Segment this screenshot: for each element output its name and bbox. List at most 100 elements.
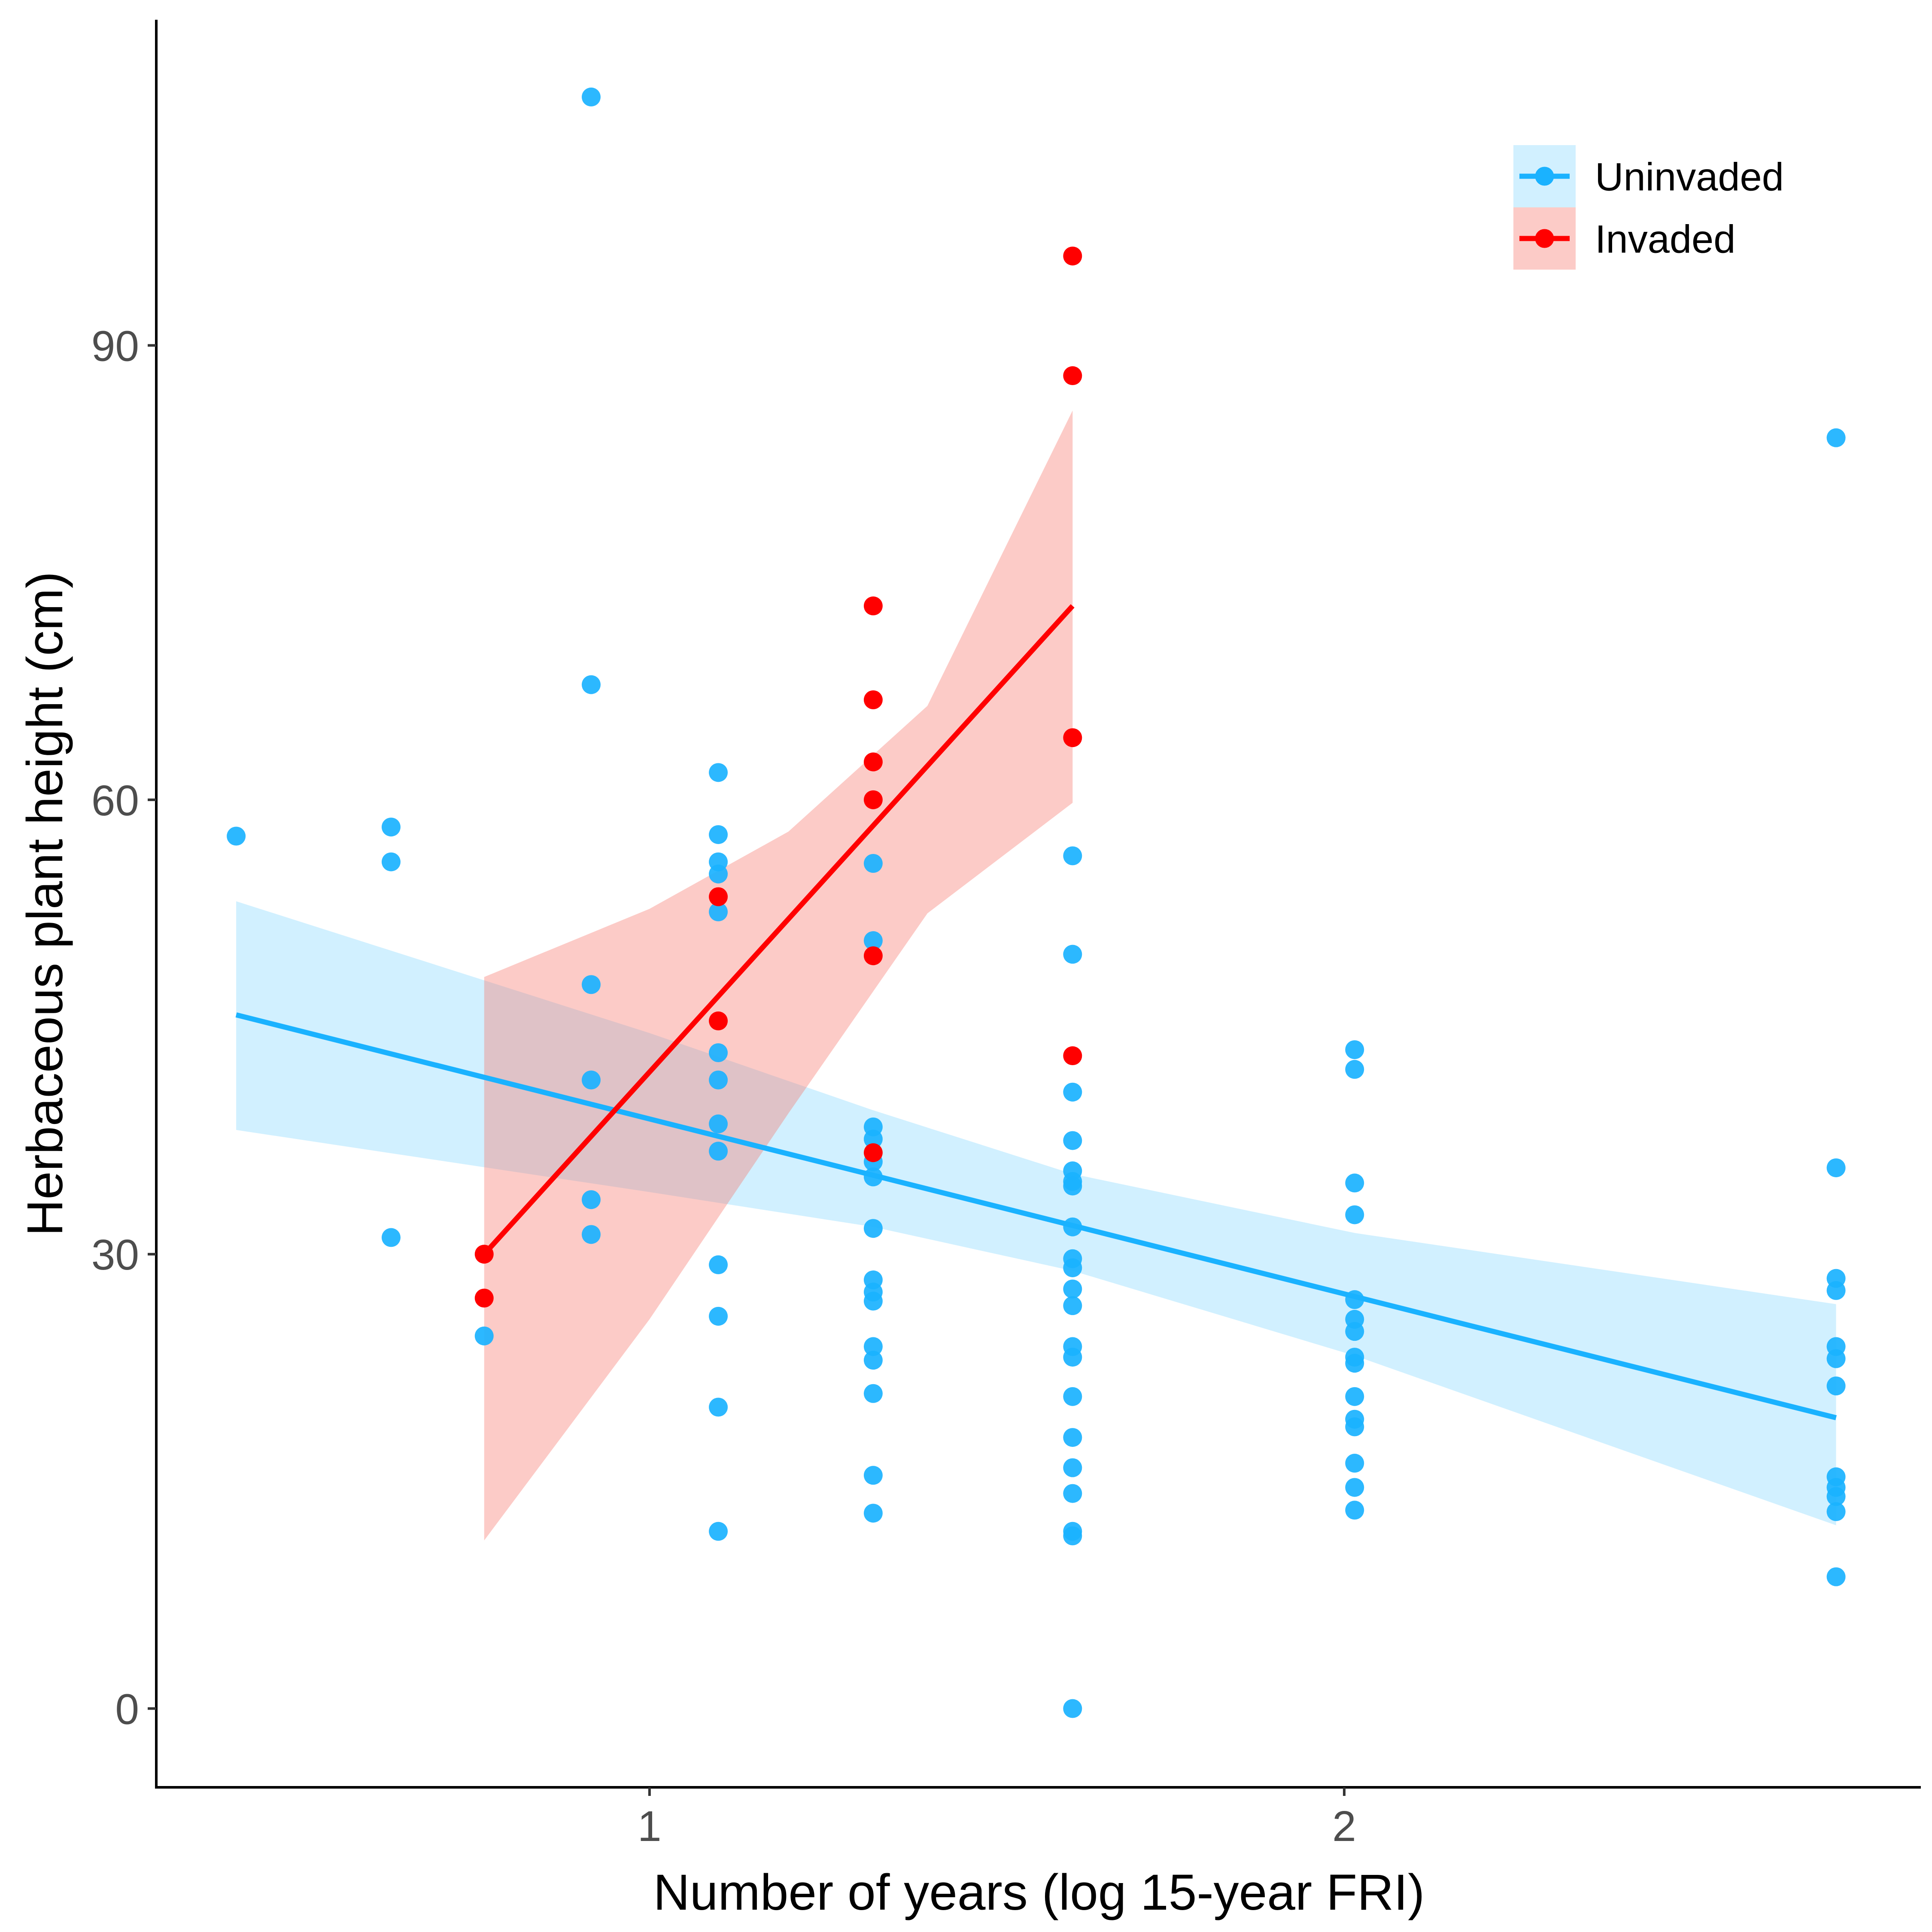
legend-item-invaded: Invaded: [1513, 207, 1735, 270]
point-uninvaded: [581, 975, 601, 994]
fit-lines: [235, 604, 1837, 1421]
point-uninvaded: [709, 1043, 728, 1062]
point-uninvaded: [863, 854, 883, 873]
point-uninvaded: [1063, 1387, 1082, 1406]
point-uninvaded: [709, 1397, 728, 1417]
point-uninvaded: [863, 1291, 883, 1311]
point-uninvaded: [863, 1466, 883, 1485]
point-uninvaded: [1826, 1349, 1846, 1368]
point-uninvaded: [1063, 945, 1082, 964]
point-uninvaded: [1063, 1176, 1082, 1196]
point-uninvaded: [474, 1326, 494, 1346]
point-uninvaded: [1063, 1484, 1082, 1503]
point-uninvaded: [1063, 1428, 1082, 1447]
point-uninvaded: [863, 1219, 883, 1238]
point-uninvaded: [709, 1522, 728, 1541]
point-uninvaded: [1345, 1454, 1364, 1473]
point-uninvaded: [1063, 1699, 1082, 1718]
point-uninvaded: [709, 902, 728, 921]
point-uninvaded: [1826, 1158, 1846, 1178]
point-uninvaded: [709, 763, 728, 782]
point-uninvaded: [1826, 1376, 1846, 1396]
point-uninvaded: [863, 1384, 883, 1403]
point-uninvaded: [709, 825, 728, 844]
point-uninvaded: [1345, 1290, 1364, 1309]
fit-line-invaded: [482, 604, 1075, 1256]
point-invaded: [863, 1143, 883, 1162]
point-uninvaded: [1063, 1348, 1082, 1367]
point-invaded: [863, 790, 883, 809]
point-uninvaded: [1826, 1281, 1846, 1300]
axis-ticks: 0 30 60 90 1 2: [91, 322, 1356, 1850]
point-uninvaded: [863, 1504, 883, 1523]
point-uninvaded: [863, 931, 883, 950]
point-uninvaded: [227, 826, 246, 846]
point-invaded: [863, 690, 883, 710]
confidence-bands: [236, 410, 1836, 1540]
point-uninvaded: [863, 1167, 883, 1187]
y-axis-title: Herbaceous plant height (cm): [17, 571, 73, 1236]
point-invaded: [863, 752, 883, 772]
legend: Uninvaded Invaded: [1513, 145, 1784, 270]
y-tick-label: 0: [115, 1686, 139, 1734]
point-uninvaded: [581, 675, 601, 694]
point-uninvaded: [1345, 1040, 1364, 1059]
point-uninvaded: [863, 1337, 883, 1356]
point-invaded: [474, 1245, 494, 1264]
point-uninvaded: [1063, 1082, 1082, 1102]
point-uninvaded: [581, 1070, 601, 1090]
point-uninvaded: [709, 1306, 728, 1326]
point-uninvaded: [1345, 1478, 1364, 1497]
point-uninvaded: [863, 1351, 883, 1370]
point-uninvaded: [1345, 1501, 1364, 1520]
legend-label-invaded: Invaded: [1595, 218, 1735, 261]
point-uninvaded: [1345, 1205, 1364, 1224]
point-uninvaded: [581, 1225, 601, 1244]
point-uninvaded: [1345, 1173, 1364, 1193]
point-uninvaded: [1345, 1322, 1364, 1341]
point-invaded: [709, 887, 728, 906]
point-invaded: [1063, 366, 1082, 386]
point-uninvaded: [1826, 1502, 1846, 1521]
point-invaded: [474, 1288, 494, 1308]
point-uninvaded: [1063, 1526, 1082, 1546]
point-invaded: [1063, 1046, 1082, 1066]
point-uninvaded: [709, 864, 728, 884]
axes: [155, 20, 1921, 1789]
legend-item-uninvaded: Uninvaded: [1513, 145, 1784, 207]
x-tick-label: 1: [638, 1802, 662, 1850]
x-tick-label: 2: [1332, 1802, 1356, 1850]
point-uninvaded: [1345, 1387, 1364, 1406]
point-uninvaded: [1345, 1417, 1364, 1437]
point-uninvaded: [1345, 1060, 1364, 1079]
point-uninvaded: [709, 1142, 728, 1161]
point-uninvaded: [381, 852, 401, 872]
point-uninvaded: [1063, 1279, 1082, 1299]
point-uninvaded: [581, 87, 601, 106]
point-invaded: [709, 1011, 728, 1030]
y-tick-label: 60: [91, 777, 139, 825]
x-axis-title: Number of years (log 15-year FRI): [653, 1864, 1425, 1921]
fit-line-uninvaded: [235, 1012, 1837, 1421]
point-uninvaded: [1063, 1458, 1082, 1477]
y-tick-label: 90: [91, 322, 139, 370]
point-invaded: [863, 946, 883, 966]
point-uninvaded: [709, 1070, 728, 1090]
point-uninvaded: [1826, 428, 1846, 447]
data-points: [227, 87, 1846, 1718]
y-tick-label: 30: [91, 1231, 139, 1279]
point-uninvaded: [709, 1255, 728, 1274]
confidence-band-invaded: [484, 410, 1073, 1540]
legend-point-invaded: [1535, 229, 1554, 248]
point-uninvaded: [581, 1190, 601, 1209]
point-invaded: [863, 596, 883, 616]
point-uninvaded: [381, 1228, 401, 1247]
legend-point-uninvaded: [1535, 167, 1554, 186]
point-invaded: [1063, 728, 1082, 747]
point-uninvaded: [1063, 846, 1082, 866]
point-uninvaded: [1826, 1567, 1846, 1586]
point-uninvaded: [1063, 1131, 1082, 1150]
point-uninvaded: [863, 1130, 883, 1149]
point-uninvaded: [709, 1114, 728, 1133]
